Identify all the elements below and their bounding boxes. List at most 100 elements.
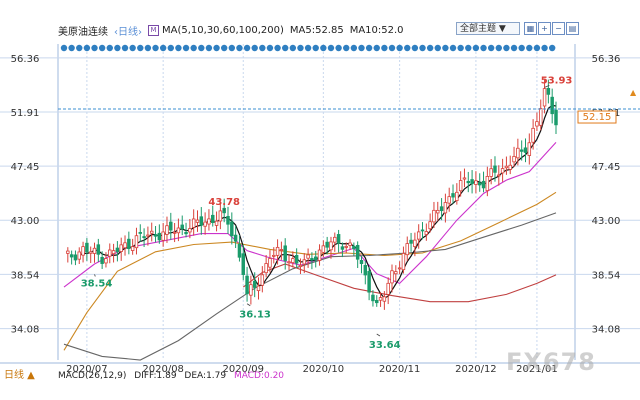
candle-body <box>256 285 261 292</box>
signal-dot <box>373 44 380 52</box>
x-tick-label: 2020/08 <box>142 364 184 375</box>
signal-dot <box>76 44 83 52</box>
signal-dot <box>396 44 403 52</box>
grid-icon[interactable]: ▦ <box>524 22 537 35</box>
candle-body <box>512 156 516 163</box>
candle-body <box>138 232 143 234</box>
candle-body <box>455 191 459 201</box>
candle-body <box>123 242 127 249</box>
signal-dots-layer <box>60 44 556 52</box>
candle-body <box>214 220 219 226</box>
timeframe-link[interactable]: ‹日线› <box>114 26 142 38</box>
annotation-pointer <box>94 274 96 277</box>
candle-body <box>409 239 413 244</box>
signal-dot <box>205 44 213 52</box>
chart-type-icon[interactable]: ▤ <box>566 22 579 35</box>
candle-body <box>508 164 512 170</box>
candle-body <box>344 246 348 248</box>
signal-dot <box>159 44 167 52</box>
candle-body <box>470 179 474 185</box>
signal-dot <box>426 44 434 52</box>
candle-body <box>474 180 478 185</box>
zoom-out-icon[interactable]: − <box>552 22 565 35</box>
signal-dot <box>503 44 510 52</box>
signal-dot <box>198 44 205 52</box>
candle-body <box>207 218 211 225</box>
candle-body <box>439 206 444 212</box>
candle-body <box>531 127 535 143</box>
signal-dot <box>282 44 289 52</box>
signal-dot <box>457 44 464 52</box>
candle-body <box>352 245 356 250</box>
candle-body <box>523 147 528 153</box>
candle-body <box>550 96 554 115</box>
candle-body <box>172 231 177 234</box>
y-tick-label-right: 47.45 <box>592 162 621 173</box>
candle-body <box>294 255 299 264</box>
signal-dot <box>510 44 518 52</box>
candle-body <box>157 232 162 241</box>
signal-dot <box>297 44 304 52</box>
current-price-tag <box>577 110 617 124</box>
signal-dot <box>167 44 174 52</box>
topic-dropdown[interactable]: 全部主题 ▼ <box>456 22 520 35</box>
candle-body <box>169 221 173 231</box>
candle-body <box>329 241 333 251</box>
candle-body <box>287 261 291 264</box>
candle-body <box>519 149 524 152</box>
ma-line-ma200 <box>242 263 557 303</box>
candle-body <box>447 196 451 204</box>
candle-body <box>466 180 471 184</box>
candle-body <box>302 259 307 265</box>
candle-body <box>88 251 93 254</box>
signal-dot <box>365 44 373 52</box>
candle-body <box>142 236 146 238</box>
signal-dot <box>213 44 220 52</box>
candle-body <box>77 251 81 260</box>
signal-dot <box>114 44 121 52</box>
signal-dot <box>381 44 388 52</box>
signal-dot <box>274 44 281 52</box>
current-price-label: 52.15 <box>583 112 612 123</box>
x-tick-label: 2020/11 <box>379 364 421 375</box>
ma-settings-icon[interactable]: M <box>148 24 159 36</box>
signal-dot <box>358 44 365 52</box>
price-arrow-icon: ▲ <box>630 88 637 97</box>
candle-body <box>108 249 112 257</box>
signal-dot <box>419 44 426 52</box>
signal-dot <box>526 44 533 52</box>
candle-body <box>321 245 326 253</box>
x-tick-label: 2020/10 <box>303 364 345 375</box>
candle-body <box>218 210 223 222</box>
signal-dot <box>388 44 396 52</box>
signal-dot <box>175 44 182 52</box>
signal-dot <box>350 44 358 52</box>
candle-body <box>199 216 204 226</box>
signal-dot <box>236 44 243 52</box>
candle-body <box>336 234 341 244</box>
candle-body <box>436 209 440 214</box>
signal-dot <box>152 44 159 52</box>
candle-body <box>245 275 249 295</box>
annotation-label: 38.54 <box>81 278 113 289</box>
signal-dot <box>121 44 129 52</box>
signal-dot <box>343 44 350 52</box>
candle-body <box>378 297 383 301</box>
y-tick-label-left: 38.54 <box>11 270 40 281</box>
signal-dot <box>190 44 197 52</box>
candle-body <box>493 165 497 173</box>
candle-body <box>333 236 337 243</box>
candle-body <box>401 253 406 271</box>
candle-body <box>535 121 539 127</box>
candle-body <box>92 247 97 254</box>
zoom-in-icon[interactable]: + <box>538 22 551 35</box>
signal-dot <box>129 44 136 52</box>
candle-body <box>500 168 505 174</box>
y-tick-label-right: 43.00 <box>592 216 621 227</box>
signal-dot <box>266 44 274 52</box>
candle-body <box>96 244 101 255</box>
signal-dot <box>220 44 228 52</box>
y-tick-label-right: 34.08 <box>592 325 621 336</box>
bottom-timeframe-toggle[interactable]: 日线 ▲ <box>4 370 35 381</box>
